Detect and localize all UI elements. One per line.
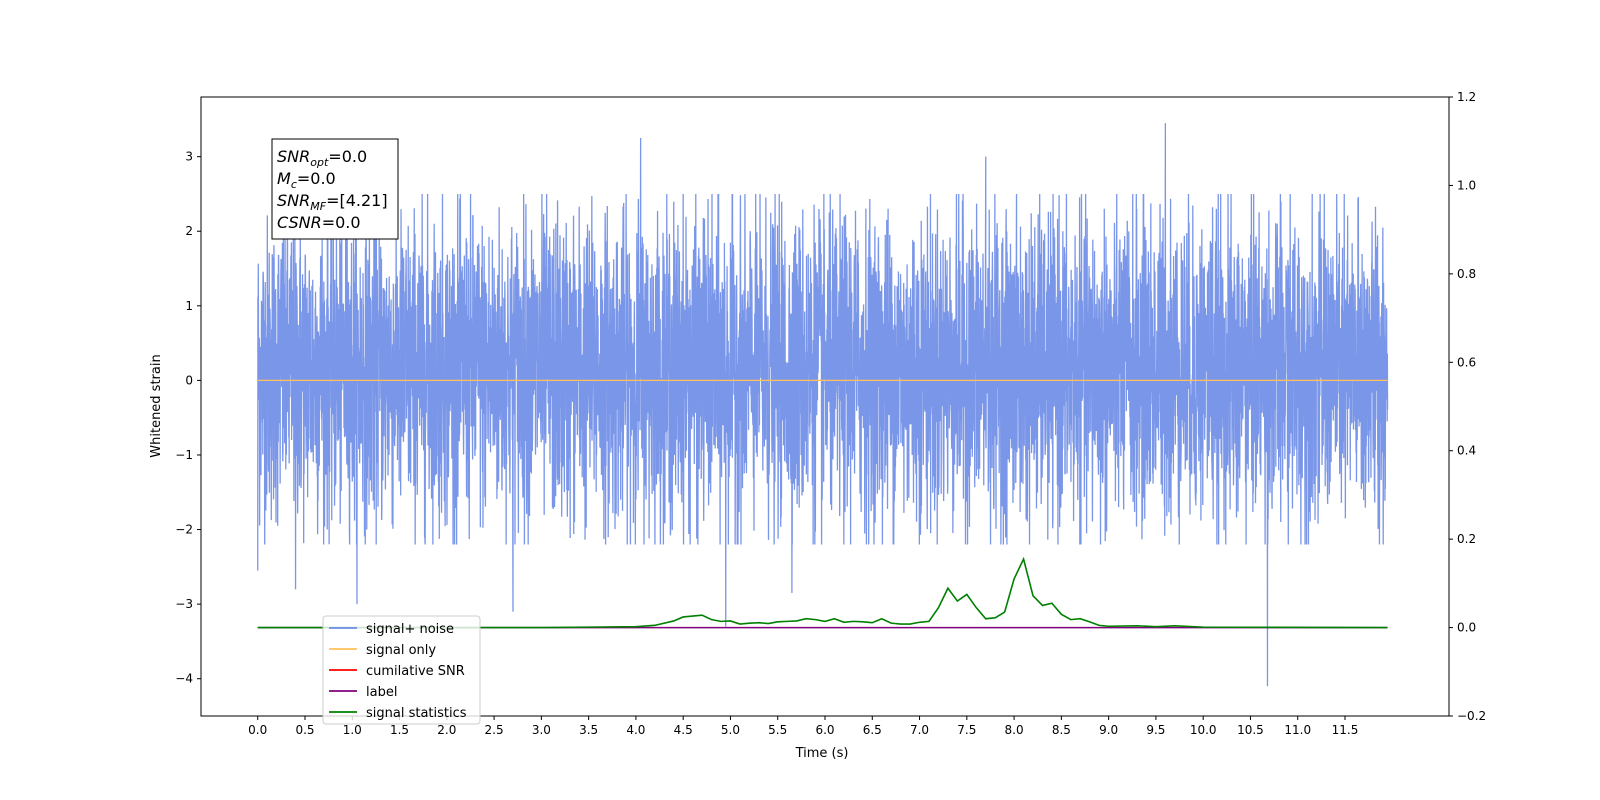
- signal-statistics-line: [257, 556, 1388, 629]
- y-tick-label: 2: [185, 224, 193, 238]
- legend-entry: label: [366, 685, 397, 700]
- legend: signal+ noise signal only cumilative SNR la…: [322, 615, 481, 725]
- x-tick-label: 7.5: [957, 723, 976, 737]
- x-tick-label: 10.0: [1190, 723, 1217, 737]
- y2-tick-label: 0.2: [1457, 532, 1476, 546]
- x-tick-label: 5.5: [768, 723, 787, 737]
- y-tick-label: 1: [185, 299, 193, 313]
- y2-tick-label: 1.0: [1457, 178, 1476, 192]
- x-tick-label: 4.0: [626, 723, 645, 737]
- x-tick-label: 2.5: [485, 723, 504, 737]
- stats-annotation-frame: [271, 138, 399, 240]
- stats-annotation-line: SNRopt=0.0: [277, 147, 367, 169]
- stats-annotation-line: SNRMF=[4.21]: [277, 191, 388, 213]
- x-tick-label: 5.0: [721, 723, 740, 737]
- x-tick-label: 0.5: [295, 723, 314, 737]
- y2-tick-label: 0.4: [1457, 444, 1476, 458]
- x-tick-label: 2.0: [437, 723, 456, 737]
- x-tick-label: 7.0: [910, 723, 929, 737]
- y2-tick-label: 0.0: [1457, 621, 1476, 635]
- axes: 0.0 0.5 1.0 1.5 2.0 2.5 3.0 3.5 4.0 4.5 5.0 5.5 6.0 6…: [175, 90, 1486, 737]
- x-tick-label: 9.5: [1146, 723, 1165, 737]
- legend-entry: signal only: [366, 643, 436, 658]
- x-tick-label: 6.0: [815, 723, 834, 737]
- stats-annotation-line: CSNR=0.0: [277, 213, 361, 232]
- legend-entry: cumilative SNR: [366, 664, 465, 679]
- x-tick-label: 1.5: [390, 723, 409, 737]
- x-tick-label: 11.0: [1284, 723, 1311, 737]
- x-tick-label: 11.5: [1332, 723, 1359, 737]
- y2-tick-label: 0.8: [1457, 267, 1476, 281]
- y2-tick-label: −0.2: [1457, 709, 1486, 723]
- x-tick-label: 10.5: [1237, 723, 1264, 737]
- x-tick-label: 6.5: [863, 723, 882, 737]
- x-axis-label: Time (s): [795, 746, 849, 761]
- x-tick-label: 8.5: [1052, 723, 1071, 737]
- y-tick-label: 0: [185, 373, 193, 387]
- x-tick-label: 9.0: [1099, 723, 1118, 737]
- x-tick-label: 8.0: [1005, 723, 1024, 737]
- y2-tick-label: 0.6: [1457, 355, 1476, 369]
- y2-tick-label: 1.2: [1457, 90, 1476, 104]
- x-tick-label: 4.5: [674, 723, 693, 737]
- legend-frame: [322, 615, 481, 725]
- stats-annotation-line: Mc=0.0: [277, 169, 336, 191]
- y-tick-label: −1: [175, 448, 193, 462]
- y-tick-label: −2: [175, 523, 193, 537]
- y-tick-label: −4: [175, 672, 193, 686]
- y-tick-label: −3: [175, 597, 193, 611]
- signal-noise-line: [257, 123, 1389, 687]
- x-tick-label: 3.0: [532, 723, 551, 737]
- x-tick-label: 1.0: [343, 723, 362, 737]
- legend-entry: signal statistics: [366, 706, 467, 721]
- x-tick-label: 3.5: [579, 723, 598, 737]
- x-tick-label: 0.0: [248, 723, 267, 737]
- y-tick-label: 3: [185, 150, 193, 164]
- legend-entry: signal+ noise: [366, 622, 454, 637]
- y-axis-label: Whitened strain: [149, 354, 164, 457]
